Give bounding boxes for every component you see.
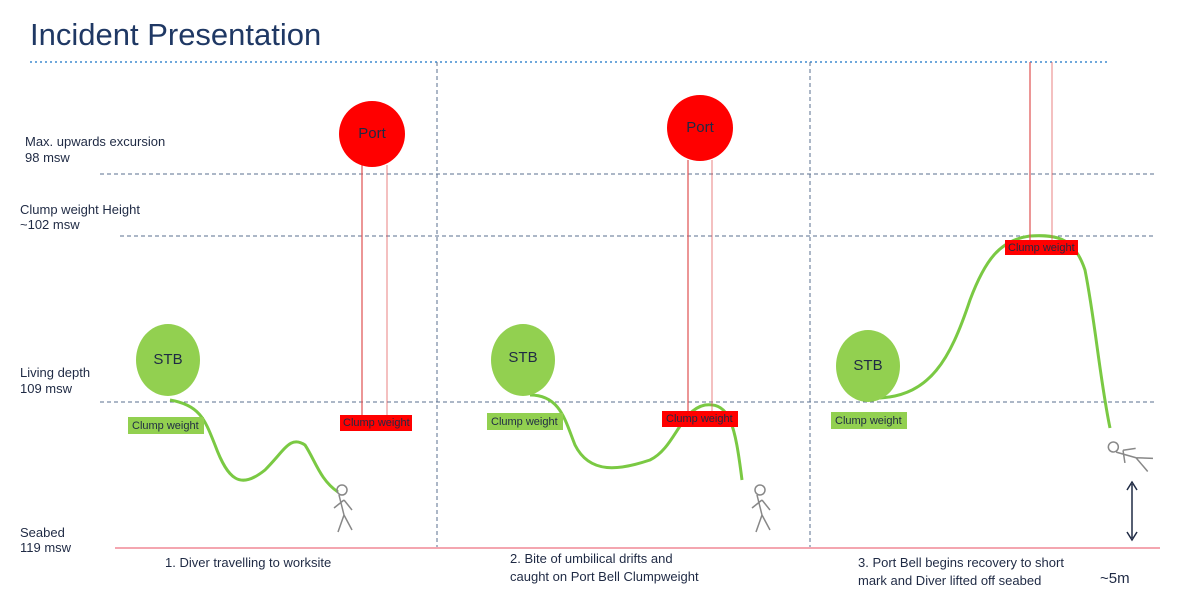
clump-label: Clump weight [132, 420, 199, 432]
diver [1107, 441, 1154, 472]
title: Incident Presentation [30, 17, 321, 52]
distance-label: ~5m [1100, 570, 1130, 587]
port-bell [339, 101, 405, 167]
clump-label: Clump weight [491, 416, 558, 428]
clump-label: Clump weight [343, 417, 410, 429]
caption: caught on Port Bell Clumpweight [510, 569, 699, 584]
umbilical [879, 234, 1112, 429]
caption: 1. Diver travelling to worksite [165, 555, 331, 570]
clump-weight [487, 413, 563, 430]
clump-label: Clump weight [1008, 242, 1075, 254]
depth-label: Max. upwards excursion [25, 134, 165, 149]
clump-label: Clump weight [835, 415, 902, 427]
depth-value: 109 msw [20, 381, 73, 396]
depth-label: Living depth [20, 365, 90, 380]
clump-weight [1005, 240, 1078, 255]
caption: 3. Port Bell begins recovery to short [858, 555, 1064, 570]
stb-bell [836, 330, 900, 402]
depth-value: 119 msw [20, 540, 72, 555]
diver [333, 484, 353, 533]
umbilical [169, 398, 339, 494]
depth-label: Seabed [20, 525, 65, 540]
clump-label: Clump weight [666, 413, 733, 425]
depth-value: ~102 msw [20, 217, 80, 232]
bell-label: STB [853, 357, 882, 374]
clump-weight [128, 417, 204, 434]
bell-label: STB [508, 349, 537, 366]
bell-label: Port [358, 125, 386, 142]
stb-bell [491, 324, 555, 396]
clump-weight [340, 415, 412, 431]
clump-weight [662, 411, 738, 427]
stb-bell [136, 324, 200, 396]
depth-label: Clump weight Height [20, 202, 140, 217]
port-bell [667, 95, 733, 161]
diver [751, 484, 771, 533]
caption: 2. Bite of umbilical drifts and [510, 551, 673, 566]
umbilical [529, 393, 744, 481]
clump-weight [831, 412, 907, 429]
bell-label: STB [153, 351, 182, 368]
caption: mark and Diver lifted off seabed [858, 573, 1041, 588]
bell-label: Port [686, 119, 714, 136]
arrow-heads [1126, 480, 1138, 542]
depth-value: 98 msw [25, 150, 70, 165]
